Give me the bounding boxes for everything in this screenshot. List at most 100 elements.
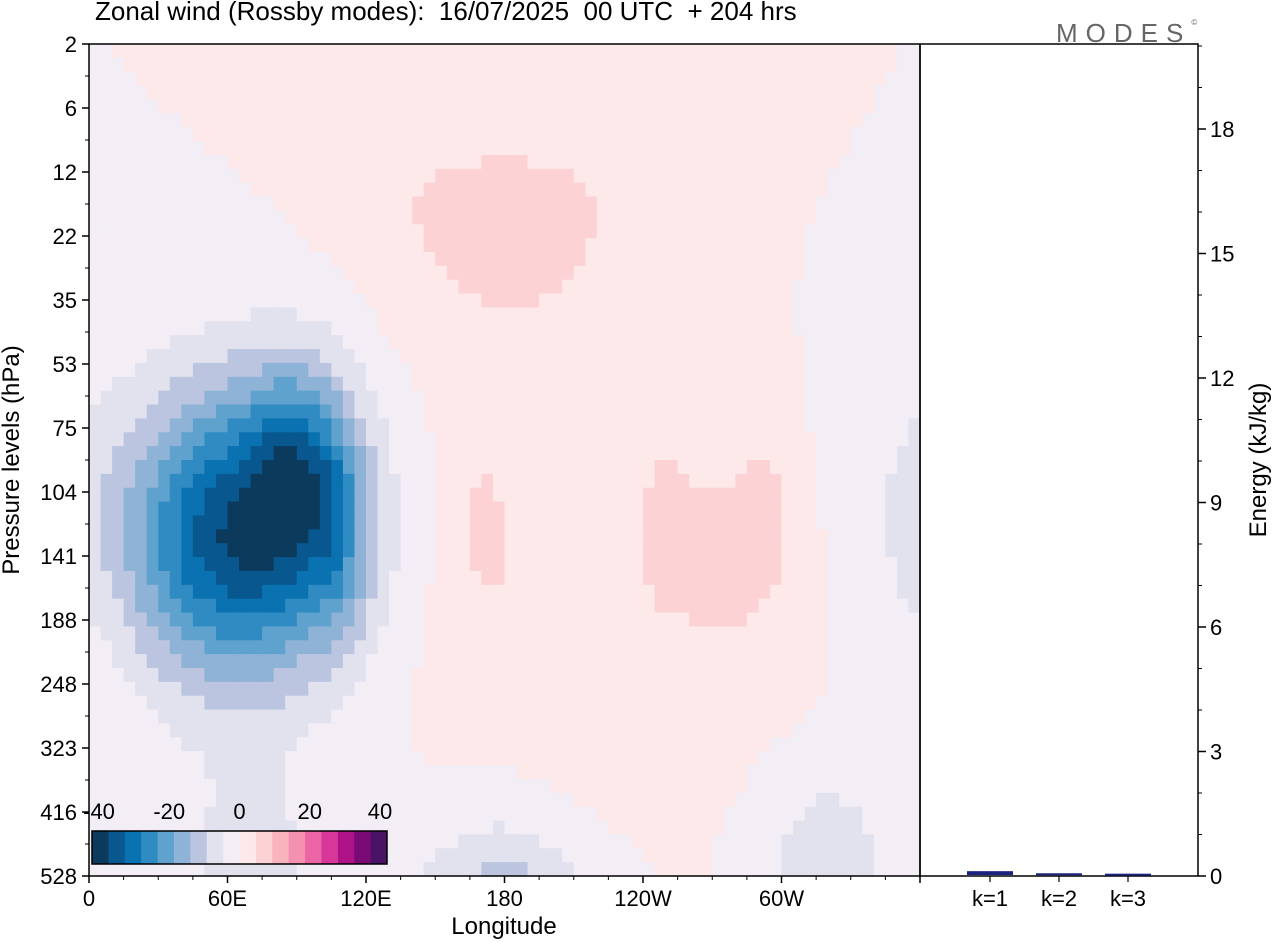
heatmap-cell — [135, 265, 148, 281]
heatmap-cell — [262, 446, 275, 461]
heatmap-cell — [192, 141, 206, 156]
heatmap-cell — [781, 252, 794, 267]
heatmap-cell — [700, 765, 713, 780]
heatmap-cell — [550, 321, 563, 336]
heatmap-cell — [158, 806, 171, 822]
heatmap-cell — [354, 376, 367, 392]
heatmap-cell — [296, 127, 309, 142]
heatmap-cell — [239, 681, 252, 697]
heatmap-cell — [100, 71, 113, 87]
heatmap-cell — [446, 210, 459, 225]
heatmap-cell — [192, 557, 206, 572]
heatmap-cell — [516, 640, 529, 655]
heatmap-cell — [273, 751, 286, 766]
heatmap-cell — [862, 820, 875, 835]
heatmap-cell — [735, 141, 748, 156]
heatmap-cell — [181, 168, 194, 184]
heatmap-cell — [435, 432, 448, 447]
heatmap-cell — [169, 792, 182, 808]
heatmap-cell — [723, 654, 736, 669]
heatmap-cell — [677, 154, 690, 170]
heatmap-cell — [123, 85, 136, 101]
heatmap-cell — [469, 584, 483, 600]
heatmap-cell — [412, 501, 425, 517]
heatmap-cell — [285, 210, 298, 225]
heatmap-cell — [527, 210, 540, 225]
colorbar-swatch — [223, 831, 240, 864]
heatmap-cell — [100, 446, 113, 461]
heatmap-cell — [769, 626, 783, 641]
heatmap-cell — [746, 127, 760, 142]
heatmap-cell — [273, 709, 286, 725]
heatmap-cell — [827, 529, 840, 544]
heatmap-cell — [308, 127, 321, 142]
heatmap-cell — [550, 848, 563, 863]
heatmap-cell — [412, 210, 425, 225]
heatmap-cell — [296, 335, 309, 350]
heatmap-cell — [723, 515, 736, 530]
heatmap-cell — [781, 654, 794, 669]
heatmap-cell — [354, 279, 367, 295]
heatmap-cell — [712, 224, 725, 239]
heatmap-cell — [504, 293, 517, 309]
heatmap-cell — [712, 252, 725, 267]
heatmap-cell — [239, 709, 252, 725]
heatmap-cell — [239, 418, 252, 433]
heatmap-cell — [793, 307, 806, 322]
heatmap-cell — [793, 279, 806, 295]
heatmap-cell — [169, 570, 182, 586]
heatmap-cell — [885, 432, 898, 447]
heatmap-cell — [204, 681, 217, 697]
heatmap-cell — [285, 390, 298, 406]
heatmap-cell — [885, 224, 898, 239]
heatmap-cell — [262, 224, 275, 239]
heatmap-cell — [539, 224, 552, 239]
heatmap-cell — [158, 99, 171, 114]
heatmap-cell — [342, 168, 356, 184]
heatmap-cell — [908, 238, 921, 253]
heatmap-cell — [619, 154, 633, 170]
heatmap-cell — [331, 792, 344, 808]
heatmap-cell — [469, 848, 483, 863]
heatmap-cell — [562, 57, 575, 73]
heatmap-cell — [654, 820, 667, 835]
heatmap-cell — [781, 307, 794, 322]
heatmap-cell — [862, 668, 875, 683]
heatmap-cell — [643, 765, 656, 780]
heatmap-cell — [504, 168, 517, 184]
heatmap-cell — [412, 473, 425, 489]
heatmap-cell — [896, 85, 910, 101]
heatmap-cell — [677, 127, 690, 142]
heatmap-cell — [296, 446, 309, 461]
heatmap-cell — [492, 834, 506, 849]
y-tick-label: 53 — [53, 352, 77, 377]
heatmap-cell — [331, 709, 344, 725]
heatmap-cell — [816, 141, 829, 156]
heatmap-cell — [204, 612, 217, 627]
heatmap-cell — [331, 224, 344, 239]
heatmap-cell — [550, 252, 563, 267]
heatmap-cell — [862, 252, 875, 267]
heatmap-cell — [146, 265, 159, 281]
heatmap-cell — [700, 723, 713, 738]
heatmap-cell — [816, 626, 829, 641]
heatmap-cell — [827, 612, 840, 627]
heatmap-cell — [896, 640, 910, 655]
heatmap-cell — [227, 460, 240, 475]
heatmap-cell — [192, 335, 206, 350]
heatmap-cell — [192, 778, 206, 794]
heatmap-cell — [839, 224, 852, 239]
heatmap-cell — [608, 723, 621, 738]
heatmap-cell — [262, 404, 275, 419]
heatmap-cell — [862, 418, 875, 433]
heatmap-cell — [100, 473, 113, 489]
heatmap-cell — [527, 57, 540, 73]
heatmap-cell — [227, 446, 240, 461]
heatmap-cell — [308, 515, 321, 530]
heatmap-cell — [619, 71, 633, 87]
heatmap-cell — [285, 681, 298, 697]
heatmap-cell — [793, 487, 806, 503]
heatmap-cell — [758, 820, 771, 835]
heatmap-cell — [112, 640, 125, 655]
heatmap-cell — [273, 238, 286, 253]
